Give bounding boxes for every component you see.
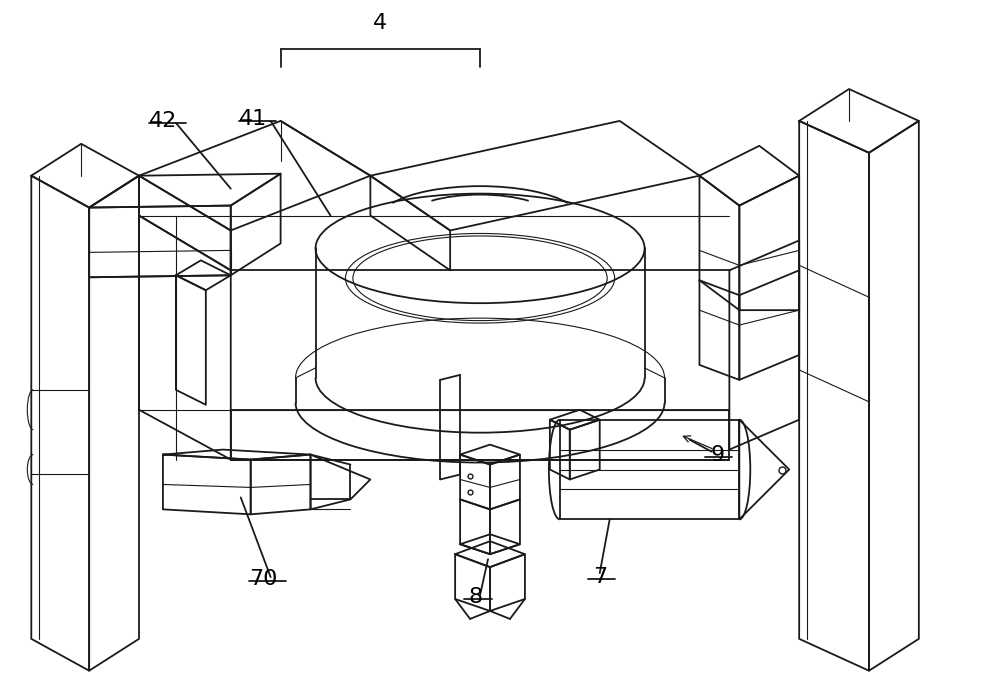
Text: 42: 42 <box>149 111 177 131</box>
Text: 41: 41 <box>239 109 267 129</box>
Text: 8: 8 <box>468 587 482 607</box>
Text: 70: 70 <box>249 569 277 589</box>
Text: 9: 9 <box>710 445 724 464</box>
Text: 4: 4 <box>373 13 387 33</box>
Text: 7: 7 <box>593 567 607 587</box>
